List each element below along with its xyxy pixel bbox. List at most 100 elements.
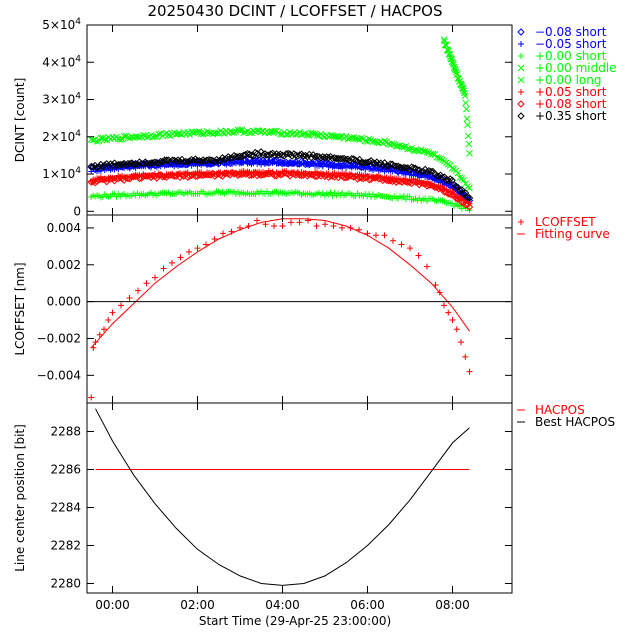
series-0-7-point — [87, 162, 95, 171]
series-0-4-point — [194, 128, 201, 136]
series-0-6-point — [174, 170, 182, 178]
y-tick-label: 0.000 — [47, 295, 81, 309]
series-0-4-point — [344, 135, 352, 143]
series-0-7-point — [375, 160, 383, 168]
series-0-7-point — [216, 156, 225, 165]
panel-dcint-axes: 0 1×104 2×104 3×104 4×104 5×104 DCINT [count] — [13, 17, 512, 218]
series-0-3-point — [464, 121, 471, 129]
series-0-6-point — [241, 170, 250, 178]
series-0-4-point — [199, 130, 207, 138]
series-0-4-point — [369, 138, 377, 145]
y-tick-label: 2284 — [50, 501, 81, 515]
series-1-0-point — [126, 294, 133, 301]
series-0-6-point — [405, 178, 414, 187]
series-0-6-point — [259, 170, 267, 179]
legend-marker — [517, 28, 525, 36]
series-1-0-point — [220, 230, 226, 237]
series-1-0-point — [453, 326, 460, 333]
x-axis-label: Start Time (29-Apr-25 23:00:00) — [199, 614, 391, 628]
y-tick-label: 0.002 — [47, 258, 81, 272]
x-tick-labels: 00:00 02:00 04:00 06:00 08:00 — [95, 598, 470, 612]
series-0-7-point — [99, 162, 107, 171]
series-0-6-point — [361, 174, 369, 182]
series-0-6-point — [143, 172, 151, 180]
series-0-6-point — [411, 177, 420, 186]
series-1-0-point — [445, 309, 452, 316]
series-0-7-point — [257, 148, 265, 156]
series-1-0-point — [449, 317, 456, 324]
series-0-7-point — [214, 157, 223, 165]
y-tick-label: 5×104 — [42, 17, 81, 32]
series-0-6-point — [91, 178, 99, 187]
series-0-7-point — [380, 159, 389, 167]
series-0-7-point — [307, 153, 315, 162]
series-0-3-point — [450, 61, 457, 69]
series-0-7-point — [151, 158, 159, 166]
series-1-0-point — [424, 263, 430, 270]
series-0-6-point — [99, 175, 107, 184]
series-0-6-point — [280, 169, 288, 177]
series-1-0-point — [254, 217, 260, 224]
series-0-6-point — [448, 191, 456, 199]
series-0-6-point — [392, 178, 400, 186]
series-1-0-point — [169, 259, 175, 266]
series-0-4-point — [437, 155, 444, 163]
y-tick-label: 3×104 — [42, 92, 81, 107]
series-0-4-point — [101, 136, 109, 143]
series-1-0-point — [135, 287, 141, 294]
series-0-2-point — [327, 189, 334, 196]
series-0-7-point — [438, 173, 447, 181]
series-0-6-point — [400, 176, 408, 185]
series-0-3-point — [466, 149, 473, 157]
panel-hacpos-data — [95, 408, 470, 586]
panel-hacpos-axes: 2280 2282 2284 2286 2288 Line center position… — [13, 403, 512, 593]
series-0-6-point — [199, 171, 207, 180]
series-0-6-point — [131, 172, 140, 180]
panel-lcoffset-data — [88, 217, 473, 401]
series-0-3-point — [449, 59, 457, 67]
y-axis-label: LCOFFSET [nm] — [13, 262, 27, 355]
series-0-7-point — [342, 155, 350, 164]
series-0-7-point — [116, 160, 124, 169]
series-0-7-point — [261, 150, 269, 158]
series-0-4-point — [423, 148, 431, 156]
series-0-3-point — [440, 36, 448, 43]
series-1-0-point — [186, 248, 192, 255]
series-0-7-point — [205, 155, 213, 164]
series-1-0-point — [390, 237, 396, 244]
series-0-4-point — [205, 129, 213, 137]
series-0-4-point — [186, 131, 194, 138]
series-0-5-point — [410, 176, 417, 183]
series-0-4-point — [136, 134, 143, 141]
series-0-6-point — [282, 169, 290, 178]
series-0-4-point — [282, 131, 290, 138]
series-1-0-point — [458, 339, 464, 346]
series-0-6-point — [419, 179, 427, 188]
series-0-3-point — [465, 140, 473, 148]
series-0-7-point — [394, 162, 402, 170]
x-tick-label: 08:00 — [435, 598, 470, 612]
series-0-6-point — [168, 171, 177, 179]
series-0-6-point — [166, 171, 175, 179]
series-0-6-point — [423, 182, 431, 190]
series-0-6-point — [326, 172, 335, 180]
series-0-6-point — [404, 178, 412, 187]
y-tick-label: 0.004 — [47, 221, 81, 235]
series-0-7-point — [407, 163, 416, 171]
series-0-4-point — [348, 134, 356, 142]
series-0-4-point — [120, 132, 128, 140]
y-tick-label: 0 — [73, 204, 81, 218]
series-1-0-point — [313, 223, 320, 230]
series-0-4-point — [466, 184, 473, 192]
series-0-6-point — [351, 172, 360, 180]
legend-label: HACPOS — [535, 403, 585, 417]
legend-marker — [517, 100, 525, 108]
series-0-4-point — [433, 153, 441, 161]
series-0-6-point — [191, 172, 200, 181]
series-1-0-point — [407, 245, 413, 252]
series-0-6-point — [234, 171, 242, 180]
series-0-6-point — [367, 175, 375, 184]
series-0-6-point — [431, 183, 439, 192]
series-1-0-point — [462, 353, 469, 360]
series-0-6-point — [245, 171, 254, 180]
